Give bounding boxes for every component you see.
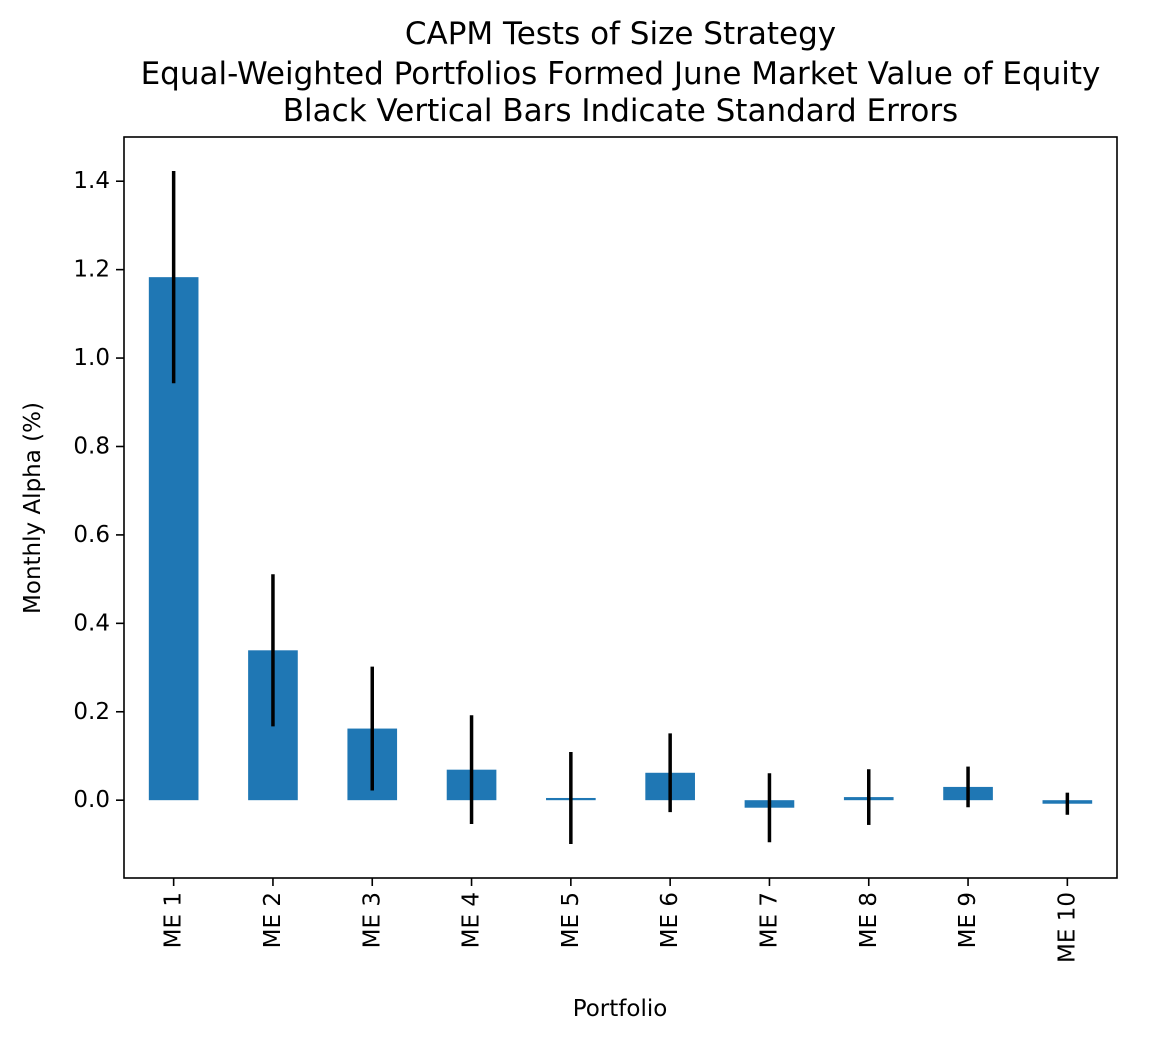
y-tick-label-2: 0.4 [73,610,110,636]
y-tick-label-4: 0.8 [73,433,110,459]
x-tick-label-5: ME 5 [558,892,584,948]
x-tick-label-4: ME 4 [459,892,485,948]
x-tick-label-1: ME 1 [161,892,187,948]
x-axis-ticks: ME 1 ME 2 ME 3 ME 4 ME 5 ME 6 ME 7 ME 8 ME 9 ME 1… [161,878,1080,963]
chart-title-line-1: CAPM Tests of Size Strategy [404,16,837,52]
y-tick-label-6: 1.2 [73,257,110,283]
y-tick-label-1: 0.2 [73,699,110,725]
x-tick-label-7: ME 7 [756,892,782,948]
plot-frame [123,136,1118,879]
y-tick-label-5: 1.0 [73,345,110,371]
x-tick-label-9: ME 9 [955,892,981,948]
y-tick-label-3: 0.6 [73,522,110,548]
chart-title-line-2: Equal-Weighted Portfolios Formed June Ma… [140,56,1101,92]
x-tick-label-2: ME 2 [260,892,286,948]
y-axis-label: Monthly Alpha (%) [20,402,46,614]
x-tick-label-8: ME 8 [856,892,882,948]
x-tick-label-3: ME 3 [359,892,385,948]
error-bars-group [171,171,1070,844]
x-tick-label-10: ME 10 [1054,892,1080,963]
y-tick-label-7: 1.4 [73,168,110,194]
bars-group [148,277,1093,808]
y-axis-ticks: 0.0 0.2 0.4 0.6 0.8 1.0 1.2 1.4 [73,168,124,813]
x-axis-label: Portfolio [573,996,668,1022]
y-tick-label-0: 0.0 [73,787,110,813]
x-tick-label-6: ME 6 [657,892,683,948]
chart-title-line-3: Black Vertical Bars Indicate Standard Er… [282,93,959,129]
